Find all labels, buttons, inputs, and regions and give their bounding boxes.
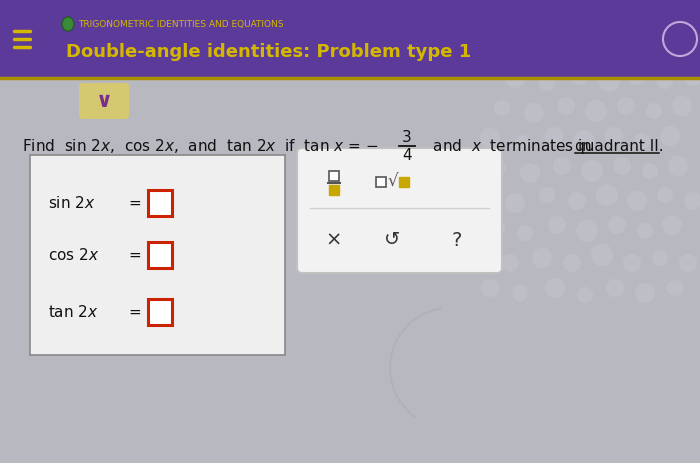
Circle shape — [672, 96, 692, 116]
Text: Find  sin 2$x$,  cos 2$x$,  and  tan 2$x$  if  tan $x$ = $-$: Find sin 2$x$, cos 2$x$, and tan 2$x$ if… — [22, 137, 378, 155]
Circle shape — [557, 97, 575, 115]
Circle shape — [539, 187, 555, 203]
Bar — [148, 190, 172, 216]
Circle shape — [570, 67, 588, 85]
Circle shape — [668, 156, 688, 176]
Circle shape — [505, 193, 525, 213]
Text: =: = — [129, 248, 141, 263]
Circle shape — [585, 100, 607, 122]
Circle shape — [667, 280, 683, 296]
Circle shape — [524, 103, 544, 123]
Circle shape — [494, 100, 510, 116]
Text: and  $x$  terminates in: and $x$ terminates in — [423, 138, 598, 154]
Text: ∨: ∨ — [95, 91, 113, 111]
Text: 4: 4 — [402, 148, 412, 163]
Text: Double-angle identities: Problem type 1: Double-angle identities: Problem type 1 — [66, 43, 471, 61]
Circle shape — [662, 215, 682, 235]
Circle shape — [532, 248, 552, 268]
Bar — [148, 242, 172, 268]
Bar — [30, 155, 285, 355]
Circle shape — [505, 68, 525, 88]
Circle shape — [637, 223, 653, 239]
Circle shape — [657, 73, 673, 89]
Circle shape — [553, 157, 571, 175]
Circle shape — [652, 250, 668, 266]
Bar — [399, 177, 409, 187]
Text: ↺: ↺ — [384, 231, 400, 250]
Circle shape — [472, 250, 488, 266]
Text: sin 2$x$: sin 2$x$ — [48, 195, 96, 211]
Circle shape — [548, 216, 566, 234]
Text: cos 2$x$: cos 2$x$ — [48, 247, 99, 263]
Circle shape — [684, 192, 700, 210]
Circle shape — [683, 66, 700, 86]
Circle shape — [576, 220, 598, 242]
Circle shape — [608, 216, 626, 234]
Circle shape — [573, 130, 595, 152]
Circle shape — [501, 254, 519, 272]
Circle shape — [481, 279, 499, 297]
Circle shape — [568, 192, 586, 210]
Circle shape — [480, 128, 500, 148]
Text: quadrant II.: quadrant II. — [575, 138, 664, 154]
Circle shape — [623, 254, 641, 272]
Circle shape — [617, 97, 635, 115]
Circle shape — [476, 189, 494, 207]
Text: ?: ? — [452, 231, 462, 250]
Circle shape — [628, 67, 646, 85]
Circle shape — [545, 127, 563, 145]
Circle shape — [606, 279, 624, 297]
Circle shape — [598, 70, 620, 92]
Circle shape — [563, 254, 581, 272]
Circle shape — [642, 163, 658, 179]
Text: =: = — [129, 195, 141, 211]
Text: ×: × — [326, 231, 342, 250]
Bar — [148, 299, 172, 325]
Circle shape — [634, 133, 650, 149]
Text: 3: 3 — [402, 130, 412, 144]
Circle shape — [605, 127, 623, 145]
Circle shape — [490, 160, 506, 176]
Circle shape — [517, 225, 533, 241]
Ellipse shape — [62, 17, 74, 31]
Text: tan 2$x$: tan 2$x$ — [48, 304, 99, 320]
Circle shape — [635, 283, 655, 303]
Circle shape — [591, 244, 613, 266]
Circle shape — [514, 135, 530, 151]
Circle shape — [657, 187, 673, 203]
FancyBboxPatch shape — [297, 148, 502, 273]
Circle shape — [596, 184, 618, 206]
Circle shape — [512, 285, 528, 301]
Circle shape — [539, 75, 555, 91]
Circle shape — [545, 278, 565, 298]
Text: √: √ — [388, 173, 398, 191]
Circle shape — [577, 287, 593, 303]
Bar — [376, 177, 386, 187]
Bar — [329, 171, 339, 181]
Circle shape — [581, 160, 603, 182]
FancyBboxPatch shape — [79, 83, 129, 119]
Circle shape — [646, 103, 662, 119]
Bar — [329, 185, 339, 195]
Circle shape — [485, 218, 505, 238]
Bar — [0, 0, 700, 78]
Text: TRIGONOMETRIC IDENTITIES AND EQUATIONS: TRIGONOMETRIC IDENTITIES AND EQUATIONS — [78, 19, 284, 29]
Circle shape — [520, 163, 540, 183]
Text: =: = — [129, 305, 141, 319]
Circle shape — [613, 157, 631, 175]
Circle shape — [627, 191, 647, 211]
Circle shape — [660, 126, 680, 146]
Circle shape — [679, 254, 697, 272]
